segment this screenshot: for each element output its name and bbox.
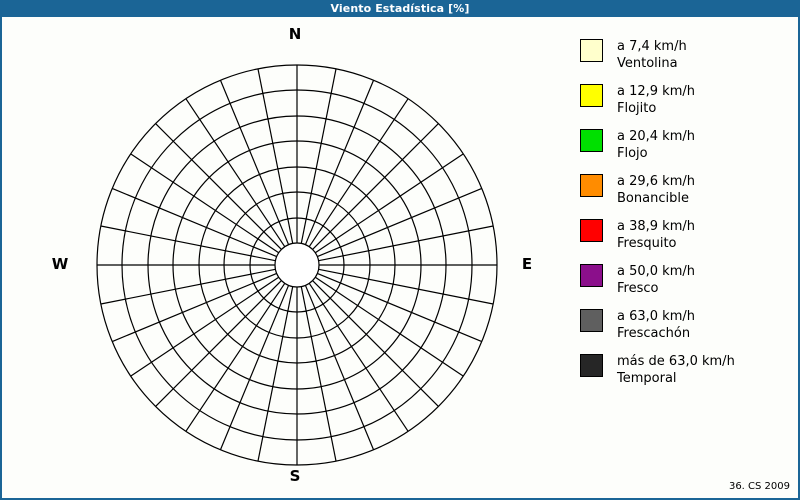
- legend-item-text: a 7,4 km/h Ventolina: [617, 38, 687, 72]
- legend-item-text: a 12,9 km/h Flojito: [617, 83, 695, 117]
- windrose-chart-area: N S W E: [2, 17, 568, 498]
- legend-item-text: a 38,9 km/h Fresquito: [617, 218, 695, 252]
- legend-name-label: Frescachón: [617, 326, 691, 341]
- legend-color-swatch: [580, 264, 603, 287]
- legend-speed-label: a 20,4 km/h: [617, 129, 695, 144]
- legend-item[interactable]: a 29,6 km/h Bonancible: [580, 173, 792, 207]
- legend-speed-label: a 12,9 km/h: [617, 84, 695, 99]
- speed-legend: a 7,4 km/h Ventolina a 12,9 km/h Flojito a 2…: [580, 38, 792, 398]
- legend-item[interactable]: a 7,4 km/h Ventolina: [580, 38, 792, 72]
- window-titlebar: Viento Estadística [%]: [0, 0, 800, 17]
- legend-name-label: Ventolina: [617, 56, 678, 71]
- legend-speed-label: a 63,0 km/h: [617, 309, 695, 324]
- legend-item-text: a 20,4 km/h Flojo: [617, 128, 695, 162]
- footer-credit: 36. CS 2009: [728, 481, 790, 492]
- compass-label-west: W: [51, 255, 69, 273]
- legend-item-text: más de 63,0 km/h Temporal: [617, 353, 735, 387]
- legend-item[interactable]: a 20,4 km/h Flojo: [580, 128, 792, 162]
- compass-label-north: N: [288, 25, 302, 43]
- legend-speed-label: más de 63,0 km/h: [617, 354, 735, 369]
- legend-color-swatch: [580, 39, 603, 62]
- legend-color-swatch: [580, 84, 603, 107]
- legend-speed-label: a 38,9 km/h: [617, 219, 695, 234]
- legend-speed-label: a 50,0 km/h: [617, 264, 695, 279]
- legend-item[interactable]: a 63,0 km/h Frescachón: [580, 308, 792, 342]
- legend-item[interactable]: a 50,0 km/h Fresco: [580, 263, 792, 297]
- legend-item-text: a 50,0 km/h Fresco: [617, 263, 695, 297]
- legend-color-swatch: [580, 309, 603, 332]
- legend-item[interactable]: a 12,9 km/h Flojito: [580, 83, 792, 117]
- legend-item[interactable]: más de 63,0 km/h Temporal: [580, 353, 792, 387]
- legend-item-text: a 63,0 km/h Frescachón: [617, 308, 695, 342]
- legend-name-label: Flojo: [617, 146, 648, 161]
- legend-name-label: Fresco: [617, 281, 659, 296]
- legend-name-label: Fresquito: [617, 236, 677, 251]
- legend-color-swatch: [580, 219, 603, 242]
- legend-color-swatch: [580, 174, 603, 197]
- legend-name-label: Bonancible: [617, 191, 689, 206]
- legend-name-label: Temporal: [617, 371, 677, 386]
- legend-color-swatch: [580, 129, 603, 152]
- compass-label-east: E: [521, 255, 533, 273]
- legend-item[interactable]: a 38,9 km/h Fresquito: [580, 218, 792, 252]
- window-title: Viento Estadística [%]: [330, 2, 470, 15]
- windrose-plot: N S W E: [2, 17, 568, 498]
- legend-item-text: a 29,6 km/h Bonancible: [617, 173, 695, 207]
- compass-label-south: S: [289, 467, 301, 485]
- legend-speed-label: a 29,6 km/h: [617, 174, 695, 189]
- legend-speed-label: a 7,4 km/h: [617, 39, 687, 54]
- legend-name-label: Flojito: [617, 101, 657, 116]
- legend-color-swatch: [580, 354, 603, 377]
- windrose-grid: [96, 64, 498, 466]
